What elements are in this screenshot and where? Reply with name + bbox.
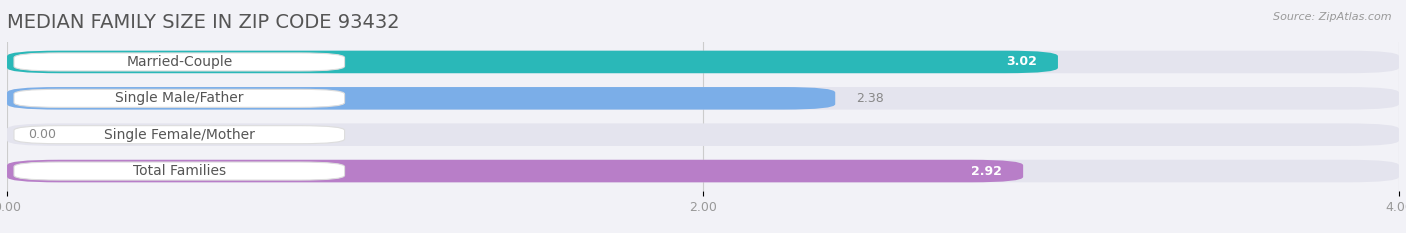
FancyBboxPatch shape	[7, 87, 835, 110]
Text: Single Male/Father: Single Male/Father	[115, 91, 243, 105]
FancyBboxPatch shape	[14, 89, 344, 107]
FancyBboxPatch shape	[7, 51, 1399, 73]
Text: Total Families: Total Families	[132, 164, 226, 178]
FancyBboxPatch shape	[7, 87, 1399, 110]
FancyBboxPatch shape	[7, 123, 1399, 146]
FancyBboxPatch shape	[14, 162, 344, 180]
Text: Single Female/Mother: Single Female/Mother	[104, 128, 254, 142]
FancyBboxPatch shape	[7, 160, 1024, 182]
FancyBboxPatch shape	[14, 53, 344, 71]
Text: 2.92: 2.92	[972, 164, 1002, 178]
Text: MEDIAN FAMILY SIZE IN ZIP CODE 93432: MEDIAN FAMILY SIZE IN ZIP CODE 93432	[7, 13, 399, 32]
Text: 3.02: 3.02	[1007, 55, 1038, 69]
FancyBboxPatch shape	[7, 160, 1399, 182]
FancyBboxPatch shape	[7, 51, 1057, 73]
Text: 0.00: 0.00	[28, 128, 56, 141]
Text: Married-Couple: Married-Couple	[127, 55, 232, 69]
Text: 2.38: 2.38	[856, 92, 884, 105]
Text: Source: ZipAtlas.com: Source: ZipAtlas.com	[1274, 12, 1392, 22]
FancyBboxPatch shape	[14, 126, 344, 144]
